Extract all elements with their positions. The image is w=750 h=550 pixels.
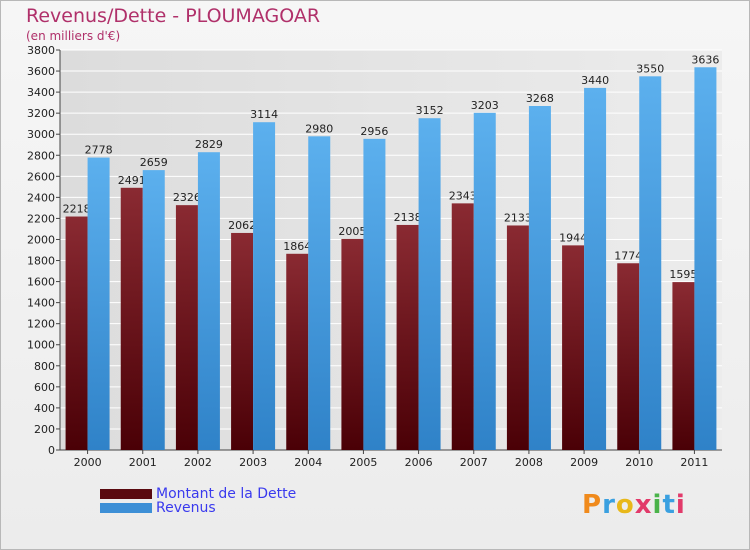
x-tick-label: 2004 <box>294 456 322 469</box>
y-tick-label: 3000 <box>27 128 55 141</box>
y-tick-label: 400 <box>34 402 55 415</box>
data-label-dette: 2343 <box>449 189 477 202</box>
y-tick-label: 0 <box>48 444 55 457</box>
bar-dette <box>451 203 474 450</box>
data-label-revenus: 3550 <box>636 62 664 75</box>
bar-dette <box>341 238 364 450</box>
y-tick-label: 1600 <box>27 276 55 289</box>
bar-dette <box>506 225 529 450</box>
bar-revenus <box>694 67 717 451</box>
legend-label-revenus: Revenus <box>156 500 216 516</box>
y-tick-label: 1400 <box>27 297 55 310</box>
y-tick-label: 800 <box>34 360 55 373</box>
data-label-revenus: 3440 <box>581 74 609 87</box>
bar-revenus <box>142 170 165 450</box>
data-label-revenus: 3203 <box>471 99 499 112</box>
logo-letter: P <box>582 490 603 520</box>
data-label-dette: 1774 <box>614 249 642 262</box>
y-tick-label: 2600 <box>27 170 55 183</box>
bar-dette <box>396 224 419 450</box>
x-tick-label: 2008 <box>515 456 543 469</box>
y-tick-label: 1800 <box>27 255 55 268</box>
bar-dette <box>175 205 198 450</box>
logo-letter: t <box>662 490 676 520</box>
legend-item-revenus: Revenus <box>100 500 216 516</box>
bar-revenus <box>363 138 386 450</box>
logo-letter: r <box>602 490 616 520</box>
x-tick-label: 2011 <box>680 456 708 469</box>
bar-dette <box>672 282 695 450</box>
x-tick-label: 2009 <box>570 456 598 469</box>
bar-dette <box>120 187 143 450</box>
x-tick-label: 2000 <box>74 456 102 469</box>
bar-dette <box>562 245 585 450</box>
data-label-dette: 2133 <box>504 211 532 224</box>
x-tick-label: 2003 <box>239 456 267 469</box>
chart-title: Revenus/Dette - PLOUMAGOAR <box>26 5 321 27</box>
logo-letter: x <box>634 490 653 520</box>
data-label-revenus: 2980 <box>305 122 333 135</box>
x-tick-label: 2007 <box>460 456 488 469</box>
data-label-dette: 1944 <box>559 231 587 244</box>
y-tick-label: 3800 <box>27 44 55 57</box>
legend-swatch-revenus <box>100 503 152 513</box>
data-label-dette: 2005 <box>338 225 366 238</box>
data-label-revenus: 3114 <box>250 108 278 121</box>
bar-dette <box>617 263 640 450</box>
x-tick-label: 2006 <box>405 456 433 469</box>
y-tick-label: 1000 <box>27 339 55 352</box>
y-tick-label: 200 <box>34 423 55 436</box>
y-tick-label: 2400 <box>27 191 55 204</box>
bar-revenus <box>308 136 331 450</box>
legend-label-dette: Montant de la Dette <box>156 486 297 502</box>
x-tick-label: 2005 <box>349 456 377 469</box>
bar-dette <box>231 232 254 450</box>
x-tick-label: 2010 <box>625 456 653 469</box>
data-label-dette: 1864 <box>283 240 311 253</box>
data-label-revenus: 3268 <box>526 92 554 105</box>
proxiti-logo: Proxiti <box>582 490 686 520</box>
data-label-revenus: 2829 <box>195 138 223 151</box>
data-label-revenus: 3636 <box>691 53 719 66</box>
legend-item-dette: Montant de la Dette <box>100 486 296 502</box>
bar-revenus <box>197 152 220 451</box>
bar-revenus <box>639 76 662 450</box>
bar-dette <box>286 253 309 450</box>
bar-revenus <box>87 157 110 450</box>
bar-revenus <box>584 87 607 450</box>
y-tick-label: 2800 <box>27 149 55 162</box>
logo-letter: o <box>615 490 635 520</box>
bar-revenus <box>473 112 496 450</box>
bar-dette <box>65 216 88 450</box>
y-tick-label: 3400 <box>27 86 55 99</box>
x-tick-label: 2002 <box>184 456 212 469</box>
legend-swatch-dette <box>100 489 152 499</box>
chart-subtitle: (en milliers d'€) <box>26 29 121 43</box>
bar-revenus <box>418 118 441 451</box>
bar-revenus <box>528 106 551 450</box>
plot-area <box>60 50 722 450</box>
y-tick-label: 600 <box>34 381 55 394</box>
y-tick-label: 1200 <box>27 318 55 331</box>
data-label-dette: 2218 <box>63 203 91 216</box>
y-tick-label: 2000 <box>27 233 55 246</box>
logo-letter: i <box>652 490 663 520</box>
data-label-dette: 2326 <box>173 191 201 204</box>
data-label-revenus: 3152 <box>416 104 444 117</box>
logo-letter: i <box>675 490 686 520</box>
data-label-dette: 2491 <box>118 174 146 187</box>
bar-revenus <box>253 122 276 451</box>
data-label-revenus: 2659 <box>140 156 168 169</box>
data-label-revenus: 2956 <box>360 125 388 138</box>
y-tick-label: 2200 <box>27 212 55 225</box>
data-label-revenus: 2778 <box>85 144 113 157</box>
data-label-dette: 2138 <box>394 211 422 224</box>
y-tick-label: 3200 <box>27 107 55 120</box>
x-tick-label: 2001 <box>129 456 157 469</box>
y-tick-label: 3600 <box>27 65 55 78</box>
data-label-dette: 2062 <box>228 219 256 232</box>
data-label-dette: 1595 <box>669 268 697 281</box>
